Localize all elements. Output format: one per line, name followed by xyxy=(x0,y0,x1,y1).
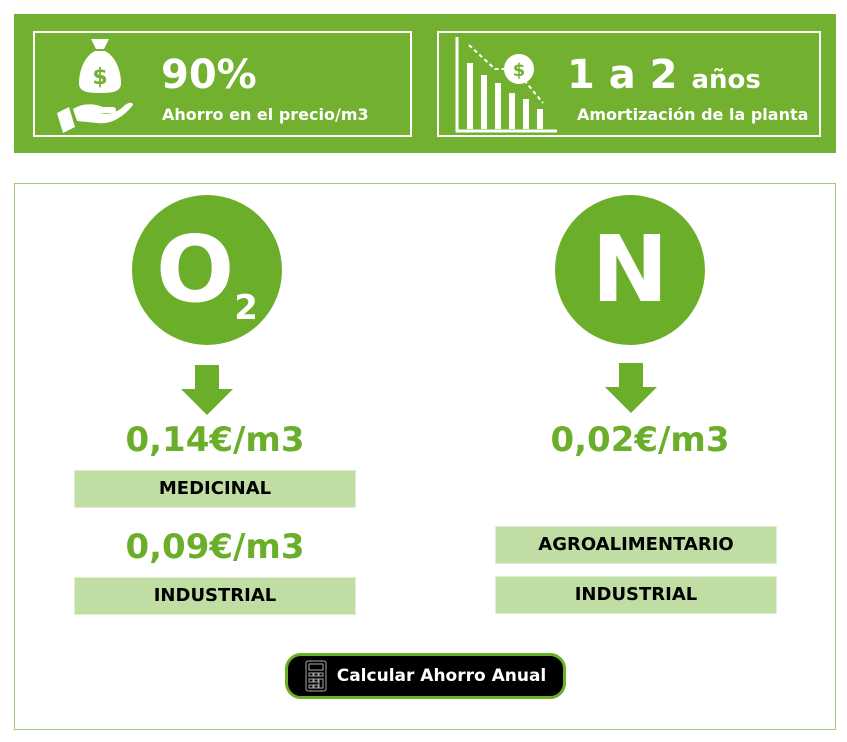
nitrogen-agro-label: AGROALIMENTARIO xyxy=(495,526,777,564)
calculate-savings-label: Calcular Ahorro Anual xyxy=(336,666,547,686)
svg-text:$: $ xyxy=(92,65,107,90)
oxygen-medicinal-price: 0,14€/m3 xyxy=(125,420,305,460)
oxygen-industrial-label: INDUSTRIAL xyxy=(74,577,356,615)
stat-savings-label: Ahorro en el precio/m3 xyxy=(162,105,369,124)
arrow-down-icon xyxy=(181,365,233,415)
nitrogen-circle: N xyxy=(555,195,705,345)
savings-panel xyxy=(14,183,836,730)
stats-banner: $ 90% Ahorro en el precio/m3 $ 1 a 2 año… xyxy=(14,14,836,153)
oxygen-circle: O2 xyxy=(132,195,282,345)
oxygen-subscript: 2 xyxy=(234,288,258,328)
stat-savings-value: 90% xyxy=(161,52,257,98)
nitrogen-industrial-label: INDUSTRIAL xyxy=(495,576,777,614)
calculator-icon xyxy=(305,660,327,692)
payback-unit: años xyxy=(691,65,761,95)
declining-chart-icon: $ xyxy=(455,37,557,133)
svg-text:$: $ xyxy=(513,60,526,81)
stat-payback: $ 1 a 2 años Amortización de la planta xyxy=(437,31,821,137)
stat-savings: $ 90% Ahorro en el precio/m3 xyxy=(33,31,412,137)
money-bag-hand-icon: $ xyxy=(57,39,133,133)
arrow-down-icon xyxy=(605,363,657,413)
nitrogen-symbol: N xyxy=(591,216,669,323)
oxygen-symbol: O xyxy=(156,216,235,323)
oxygen-industrial-price: 0,09€/m3 xyxy=(125,527,305,567)
stat-payback-label: Amortización de la planta xyxy=(577,105,809,124)
oxygen-medicinal-label: MEDICINAL xyxy=(74,470,356,508)
calculate-savings-button[interactable]: Calcular Ahorro Anual xyxy=(285,653,566,699)
nitrogen-price: 0,02€/m3 xyxy=(550,420,730,460)
stat-payback-value: 1 a 2 años xyxy=(567,55,761,95)
payback-years: 1 a 2 xyxy=(567,52,678,98)
